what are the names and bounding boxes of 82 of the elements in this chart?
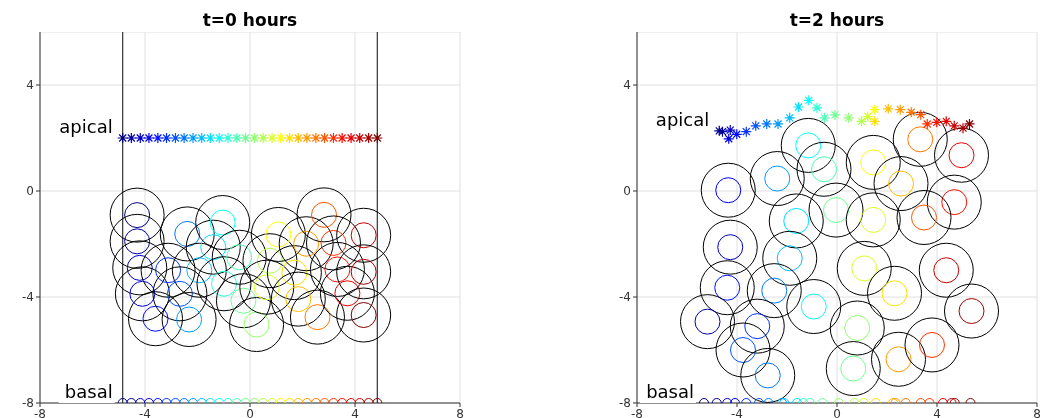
point	[354, 132, 366, 144]
point	[125, 132, 137, 144]
point	[134, 132, 146, 144]
point	[862, 110, 874, 123]
point	[275, 132, 287, 144]
point	[327, 132, 340, 144]
point	[301, 132, 313, 144]
point	[855, 115, 868, 127]
x-tick-label: -4	[139, 406, 151, 418]
point	[731, 128, 743, 140]
point	[222, 132, 234, 144]
point	[843, 112, 855, 124]
series-label: basal	[646, 381, 694, 402]
point	[740, 126, 752, 138]
point	[869, 104, 881, 116]
y-tick-label: 0	[26, 184, 34, 199]
point	[204, 132, 216, 144]
point	[160, 132, 173, 144]
point	[750, 120, 762, 132]
point	[784, 112, 796, 124]
point	[894, 104, 906, 116]
x-tick-label: 4	[351, 406, 359, 418]
y-tick-label: -4	[22, 290, 34, 305]
x-tick-label: 8	[456, 406, 464, 418]
point	[915, 109, 927, 121]
point	[310, 132, 322, 144]
point	[957, 122, 969, 134]
chart-title: t=0 hours	[201, 9, 299, 32]
point	[239, 132, 252, 144]
point	[345, 132, 357, 144]
point	[292, 132, 304, 144]
point	[882, 103, 894, 115]
point	[921, 118, 933, 130]
point	[363, 132, 375, 144]
point	[318, 132, 331, 144]
series-label: apical	[655, 108, 710, 130]
y-tick-label: 4	[26, 78, 34, 93]
x-tick-label: 8	[1033, 406, 1041, 418]
y-tick-label: -4	[619, 290, 631, 305]
point	[724, 124, 736, 136]
x-tick-label: -8	[34, 406, 46, 418]
point	[178, 132, 190, 144]
point	[266, 132, 278, 144]
x-tick-label: -4	[731, 406, 743, 418]
point	[818, 112, 831, 124]
x-tick-label: 0	[833, 406, 841, 418]
x-tick-label: 0	[246, 406, 254, 418]
point	[231, 132, 243, 144]
point	[152, 132, 164, 144]
point	[811, 102, 823, 114]
point	[371, 132, 383, 144]
x-tick-label: -8	[631, 406, 643, 418]
point	[869, 115, 881, 127]
point	[963, 118, 976, 130]
point	[284, 132, 296, 144]
point	[187, 132, 199, 144]
point	[829, 109, 841, 121]
point	[117, 132, 129, 144]
series-label: apical	[59, 116, 113, 137]
series-label: basal	[64, 381, 113, 402]
point	[792, 101, 805, 113]
point	[905, 106, 917, 118]
point	[931, 116, 943, 128]
point	[723, 133, 735, 145]
y-tick-label: 4	[623, 78, 631, 93]
point	[169, 132, 182, 144]
point	[213, 132, 225, 144]
chart-title: t=2 hours	[788, 9, 886, 32]
y-tick-label: 0	[623, 184, 631, 199]
point	[248, 132, 261, 144]
point	[336, 132, 348, 144]
point	[948, 120, 960, 132]
point	[716, 126, 729, 138]
point	[761, 118, 773, 130]
point	[772, 118, 784, 130]
point	[803, 94, 815, 106]
point	[257, 132, 269, 144]
point	[940, 115, 952, 127]
point	[143, 132, 155, 144]
point	[713, 125, 725, 137]
point	[196, 132, 208, 144]
x-tick-label: 4	[933, 406, 941, 418]
